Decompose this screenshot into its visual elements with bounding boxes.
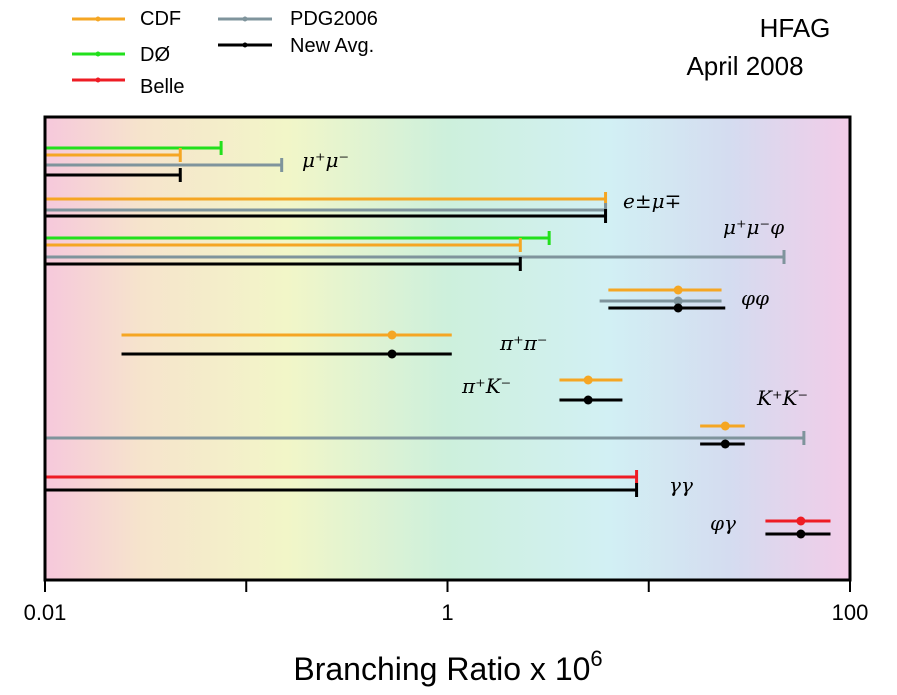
decay-label-emu: e±μ∓ xyxy=(623,189,681,213)
x-tick-label-0: 0.01 xyxy=(24,600,67,625)
x-axis-label: Branching Ratio x 106 xyxy=(293,646,602,687)
decay-label-mumu: μ⁺μ⁻ xyxy=(302,148,349,172)
legend-item-pdg2006: PDG2006 xyxy=(218,8,378,30)
decay-label-pipi: π⁺π⁻ xyxy=(499,331,547,355)
errorbar-5-cdf-point xyxy=(583,375,593,385)
decay-labels: μ⁺μ⁻ e±μ∓ μ⁺μ⁻φ φφ π⁺π⁻ π⁺K⁻ K⁺K⁻ γγ φγ xyxy=(302,148,808,535)
hfag-label: HFAG xyxy=(760,13,831,43)
decay-label-kk: K⁺K⁻ xyxy=(756,386,808,410)
legend-label-belle: Belle xyxy=(140,76,184,98)
legend-item-belle: Belle xyxy=(72,76,184,98)
x-axis: 0.01 1 100 xyxy=(24,580,869,625)
date-label: April 2008 xyxy=(686,51,803,81)
errorbar-8-belle-point xyxy=(796,516,806,526)
legend-item-new-avg: New Avg. xyxy=(218,35,374,57)
errorbar-8-avg-point xyxy=(796,529,806,539)
errorbar-4-cdf-point xyxy=(387,330,397,340)
errorbar-6-avg-point xyxy=(720,439,730,449)
legend-label-pdg2006: PDG2006 xyxy=(290,8,378,30)
decay-label-phiphi: φφ xyxy=(741,286,769,310)
decay-label-mumuphi: μ⁺μ⁻φ xyxy=(723,215,784,239)
errorbar-4-avg-point xyxy=(387,349,397,359)
errorbar-3-cdf-point xyxy=(673,285,683,295)
legend-label-cdf: CDF xyxy=(140,8,181,30)
decay-label-phigamma: φγ xyxy=(710,511,736,535)
errorbar-5-avg-point xyxy=(583,395,593,405)
x-axis-label-text: Branching Ratio x 10 xyxy=(293,651,590,687)
decay-label-pik: π⁺K⁻ xyxy=(461,374,511,398)
legend-item-d0: DØ xyxy=(72,44,170,66)
errorbar-6-cdf-point xyxy=(720,421,730,431)
legend-label-new-avg: New Avg. xyxy=(290,35,374,57)
x-axis-label-exponent: 6 xyxy=(590,646,602,671)
legend: CDF DØ Belle PDG2006 New Avg. xyxy=(72,8,378,98)
plot-marks xyxy=(45,141,831,539)
errorbar-3-pdg-point xyxy=(673,296,683,306)
legend-item-cdf: CDF xyxy=(72,8,181,30)
x-tick-label-2: 100 xyxy=(832,600,869,625)
legend-label-d0: DØ xyxy=(140,44,170,66)
x-tick-label-1: 1 xyxy=(441,600,453,625)
decay-label-gammagamma: γγ xyxy=(669,473,693,497)
plot-background xyxy=(45,117,850,580)
errorbar-3-avg-point xyxy=(673,303,683,313)
